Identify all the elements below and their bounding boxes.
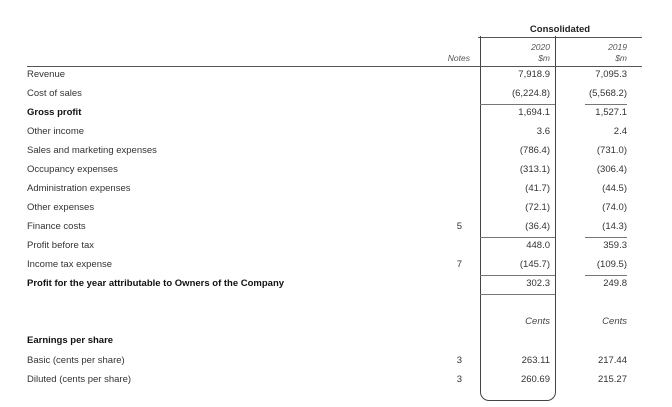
total-rule-2019 bbox=[585, 275, 627, 276]
statement-row: Occupancy expenses (313.1) (306.4) bbox=[0, 164, 672, 183]
value-2019: (44.5) bbox=[602, 183, 627, 194]
row-label: Other income bbox=[27, 126, 85, 137]
value-2020: 302.3 bbox=[526, 278, 550, 289]
statement-row: Other income 3.6 2.4 bbox=[0, 126, 672, 145]
row-label: Revenue bbox=[27, 69, 66, 80]
value-2020: (145.7) bbox=[519, 259, 550, 270]
statement-row: Profit before tax 448.0 359.3 bbox=[0, 240, 672, 259]
subtotal-rule-2019 bbox=[585, 237, 627, 238]
row-label: Sales and marketing expenses bbox=[27, 145, 157, 156]
value-2020: 263.11 bbox=[521, 355, 550, 366]
cents-unit-2020: Cents bbox=[525, 316, 550, 327]
row-label: Diluted (cents per share) bbox=[27, 374, 132, 385]
subtotal-rule-2020 bbox=[480, 237, 555, 238]
statement-row: Sales and marketing expenses (786.4) (73… bbox=[0, 145, 672, 164]
value-2020: 3.6 bbox=[536, 126, 550, 137]
cents-unit-2019: Cents bbox=[602, 316, 627, 327]
row-note: 7 bbox=[456, 259, 462, 270]
row-label: Profit before tax bbox=[27, 240, 95, 251]
row-label: Occupancy expenses bbox=[27, 164, 118, 175]
statement-row: Finance costs 5 (36.4) (14.3) bbox=[0, 221, 672, 240]
value-2019: (306.4) bbox=[596, 164, 627, 175]
value-2020: 1,694.1 bbox=[518, 107, 550, 118]
value-2020: (786.4) bbox=[519, 145, 550, 156]
column-2020-unit: $m bbox=[538, 53, 550, 63]
row-label: Cost of sales bbox=[27, 88, 82, 99]
value-2019: (5,568.2) bbox=[588, 88, 627, 99]
value-2020: (36.4) bbox=[525, 221, 550, 232]
cents-unit-row: Cents Cents bbox=[0, 316, 672, 335]
consolidated-underline bbox=[478, 37, 642, 38]
statement-row: Basic (cents per share) 3 263.11 217.44 bbox=[0, 355, 672, 374]
value-2019: 359.3 bbox=[603, 240, 627, 251]
eps-heading: Earnings per share bbox=[27, 335, 114, 346]
value-2020: 260.69 bbox=[520, 374, 550, 385]
value-2019: 217.44 bbox=[597, 355, 627, 366]
statement-row: Gross profit 1,694.1 1,527.1 bbox=[0, 107, 672, 126]
value-2019: 215.27 bbox=[597, 374, 627, 385]
column-2020-year: 2020 bbox=[531, 42, 550, 52]
column-2020-box bbox=[480, 36, 556, 401]
value-2019: 249.8 bbox=[603, 278, 627, 289]
total-double-rule-2020 bbox=[480, 294, 555, 295]
row-note: 3 bbox=[456, 355, 462, 366]
consolidated-heading: Consolidated bbox=[529, 24, 591, 35]
statement-row: Income tax expense 7 (145.7) (109.5) bbox=[0, 259, 672, 278]
column-2019-year: 2019 bbox=[608, 42, 627, 52]
row-label: Gross profit bbox=[27, 107, 82, 118]
eps-heading-row: Earnings per share bbox=[0, 335, 672, 354]
statement-row: Cost of sales (6,224.8) (5,568.2) bbox=[0, 88, 672, 107]
value-2019: 7,095.3 bbox=[595, 69, 627, 80]
subtotal-rule-2020 bbox=[480, 104, 555, 105]
total-rule-2020 bbox=[480, 275, 555, 276]
notes-heading: Notes bbox=[447, 53, 470, 63]
statement-row: Profit for the year attributable to Owne… bbox=[0, 278, 672, 297]
row-label: Administration expenses bbox=[27, 183, 131, 194]
column-2019-unit: $m bbox=[615, 53, 627, 63]
value-2019: (731.0) bbox=[596, 145, 627, 156]
value-2019: 2.4 bbox=[613, 126, 627, 137]
value-2020: (313.1) bbox=[519, 164, 550, 175]
row-note: 3 bbox=[456, 374, 462, 385]
statement-row: Diluted (cents per share) 3 260.69 215.2… bbox=[0, 374, 672, 393]
value-2020: 448.0 bbox=[526, 240, 550, 251]
row-note: 5 bbox=[456, 221, 462, 232]
row-label: Finance costs bbox=[27, 221, 86, 232]
row-label: Other expenses bbox=[27, 202, 95, 213]
value-2020: 7,918.9 bbox=[518, 69, 550, 80]
statement-row: Revenue 7,918.9 7,095.3 bbox=[0, 69, 672, 88]
value-2019: (74.0) bbox=[602, 202, 627, 213]
value-2019: (109.5) bbox=[596, 259, 627, 270]
row-label: Basic (cents per share) bbox=[27, 355, 125, 366]
row-label: Income tax expense bbox=[27, 259, 113, 270]
row-label: Profit for the year attributable to Owne… bbox=[27, 278, 285, 289]
value-2019: 1,527.1 bbox=[595, 107, 627, 118]
statement-row: Administration expenses (41.7) (44.5) bbox=[0, 183, 672, 202]
header-rule bbox=[27, 66, 642, 67]
value-2019: (14.3) bbox=[602, 221, 627, 232]
value-2020: (6,224.8) bbox=[511, 88, 550, 99]
subtotal-rule-2019 bbox=[585, 104, 627, 105]
value-2020: (72.1) bbox=[525, 202, 550, 213]
value-2020: (41.7) bbox=[525, 183, 550, 194]
statement-row: Other expenses (72.1) (74.0) bbox=[0, 202, 672, 221]
